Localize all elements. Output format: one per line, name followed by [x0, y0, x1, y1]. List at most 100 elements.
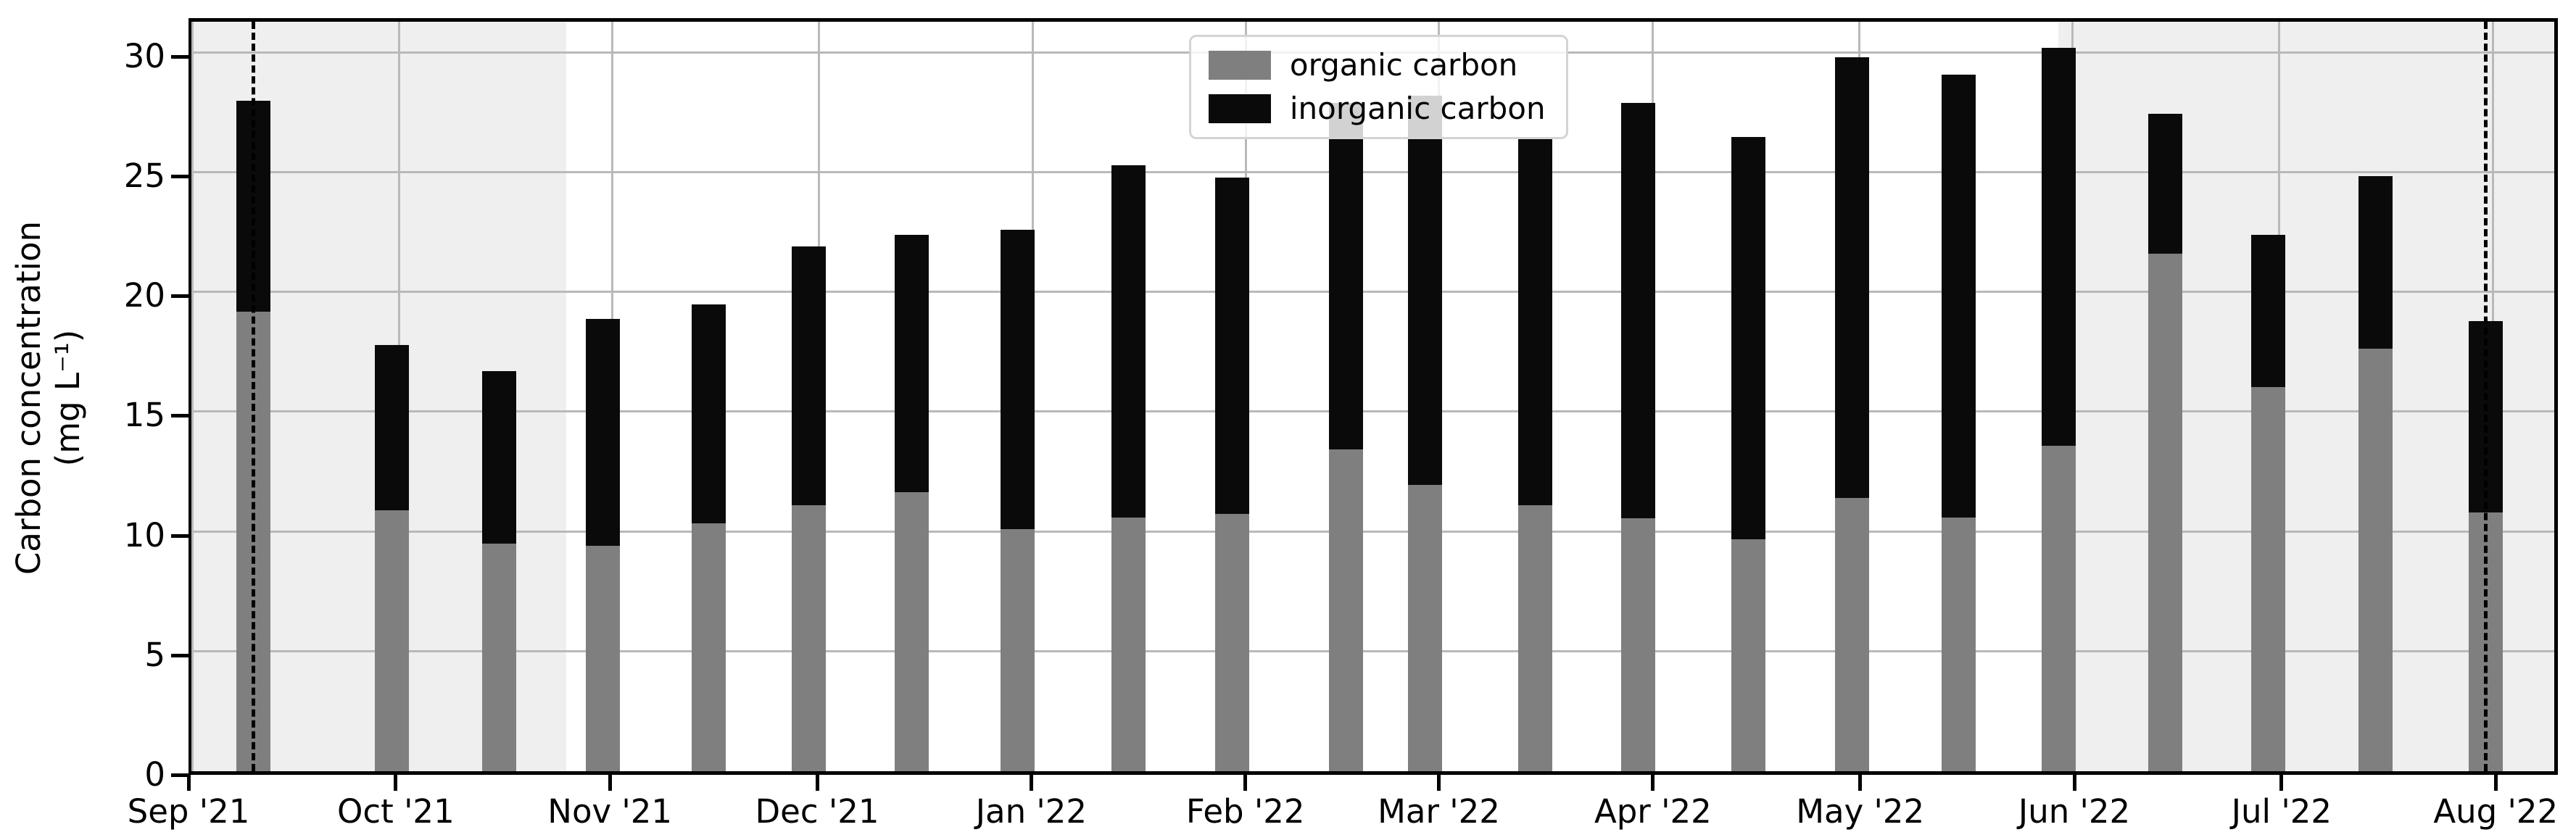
bar-segment-organic — [585, 546, 620, 771]
x-tick-mark — [2279, 775, 2284, 791]
stacked-bar — [1834, 14, 1869, 771]
y-tick-label: 20 — [123, 276, 165, 315]
y-tick-label: 30 — [123, 36, 165, 75]
x-tick-label: May '22 — [1796, 792, 1925, 831]
bar-segment-inorganic — [791, 246, 826, 506]
x-tick-label: Jun '22 — [2018, 792, 2131, 831]
bar-segment-inorganic — [1941, 74, 1976, 518]
bar-segment-inorganic — [1621, 103, 1656, 519]
legend-row-inorganic: inorganic carbon — [1208, 91, 1546, 126]
y-tick-mark — [171, 773, 189, 777]
stacked-bar — [2041, 14, 2076, 771]
stacked-bar — [1111, 14, 1146, 771]
bar-segment-inorganic — [1731, 136, 1766, 539]
bar-segment-inorganic — [482, 371, 517, 544]
sampling-period-marker-line — [252, 22, 256, 771]
horizontal-gridline — [192, 649, 2554, 652]
bar-segment-inorganic — [1834, 57, 1869, 499]
bar-segment-inorganic — [895, 234, 929, 493]
bar-segment-organic — [1407, 485, 1442, 771]
stacked-bar — [1328, 14, 1363, 771]
x-tick-mark — [1651, 775, 1655, 791]
stacked-bar — [1731, 14, 1766, 771]
y-tick-label: 5 — [144, 635, 165, 674]
x-tick-label: Nov '21 — [547, 792, 673, 831]
stacked-bar — [691, 14, 726, 771]
x-tick-label: Oct '21 — [336, 792, 455, 831]
x-tick-mark — [1437, 775, 1441, 791]
x-tick-mark — [1029, 775, 1033, 791]
bar-segment-organic — [374, 510, 409, 771]
plot-area: organic carbon inorganic carbon — [189, 18, 2558, 775]
stacked-bar — [1941, 14, 1976, 771]
bar-segment-organic — [2041, 445, 2076, 771]
bar-segment-inorganic — [585, 318, 620, 547]
bar-segment-inorganic — [2041, 48, 2076, 446]
y-tick-mark — [171, 54, 189, 59]
bar-segment-organic — [2251, 386, 2286, 771]
x-tick-label: Feb '22 — [1185, 792, 1305, 831]
y-tick-mark — [171, 653, 189, 657]
horizontal-gridline — [192, 410, 2554, 413]
legend-label-inorganic: inorganic carbon — [1289, 91, 1546, 126]
bar-segment-organic — [791, 505, 826, 771]
y-tick-mark — [171, 175, 189, 179]
bar-segment-inorganic — [2148, 114, 2182, 254]
x-tick-mark — [2072, 775, 2076, 791]
bar-segment-inorganic — [1001, 230, 1035, 530]
stacked-bar — [1001, 14, 1035, 771]
x-tick-label: Apr '22 — [1594, 792, 1712, 831]
bar-segment-inorganic — [2358, 176, 2393, 349]
y-tick-mark — [171, 294, 189, 299]
y-tick-label: 25 — [123, 157, 165, 196]
horizontal-gridline — [192, 171, 2554, 174]
x-tick-mark — [815, 775, 819, 791]
stacked-bar — [2358, 14, 2393, 771]
y-tick-label: 10 — [123, 515, 165, 554]
bar-segment-organic — [691, 523, 726, 771]
stacked-bar — [1214, 14, 1249, 771]
bar-segment-organic — [1621, 518, 1656, 771]
x-tick-mark — [394, 775, 398, 791]
x-tick-label: Jul '22 — [2231, 792, 2332, 831]
bar-segment-inorganic — [1407, 96, 1442, 486]
y-tick-label: 0 — [144, 755, 165, 794]
x-tick-label: Jan '22 — [975, 792, 1088, 831]
stacked-bar — [2251, 14, 2286, 771]
stacked-bar — [585, 14, 620, 771]
x-tick-mark — [1858, 775, 1863, 791]
legend-label-organic: organic carbon — [1289, 47, 1518, 83]
bar-segment-organic — [482, 544, 517, 771]
bar-segment-inorganic — [691, 304, 726, 524]
bar-segment-organic — [1731, 539, 1766, 771]
stacked-bar — [791, 14, 826, 771]
bar-segment-organic — [2358, 348, 2393, 771]
bar-segment-organic — [1214, 513, 1249, 771]
bar-segment-inorganic — [1111, 165, 1146, 518]
y-tick-label: 15 — [123, 396, 165, 435]
sampling-period-marker-line — [2483, 22, 2488, 771]
stacked-bar — [895, 14, 929, 771]
x-tick-label: Dec '21 — [755, 792, 879, 831]
bar-segment-inorganic — [2251, 234, 2286, 387]
x-tick-label: Aug '22 — [2433, 792, 2559, 831]
bar-segment-organic — [1517, 505, 1552, 771]
y-tick-mark — [171, 533, 189, 538]
bar-segment-organic — [1941, 517, 1976, 771]
bar-segment-organic — [1111, 517, 1146, 771]
bar-segment-inorganic — [1517, 138, 1552, 506]
x-tick-label: Sep '21 — [127, 792, 250, 831]
horizontal-gridline — [192, 291, 2554, 294]
bar-segment-organic — [1328, 449, 1363, 771]
bar-segment-organic — [1834, 498, 1869, 771]
x-tick-mark — [2493, 775, 2498, 791]
horizontal-gridline — [192, 530, 2554, 533]
vertical-gridline — [191, 22, 194, 771]
x-tick-label: Mar '22 — [1378, 792, 1500, 831]
stacked-bar — [1517, 14, 1552, 771]
x-tick-mark — [1243, 775, 1248, 791]
stacked-bar — [1407, 14, 1442, 771]
inorganic-carbon-swatch-icon — [1208, 94, 1271, 123]
legend-row-organic: organic carbon — [1208, 47, 1546, 83]
